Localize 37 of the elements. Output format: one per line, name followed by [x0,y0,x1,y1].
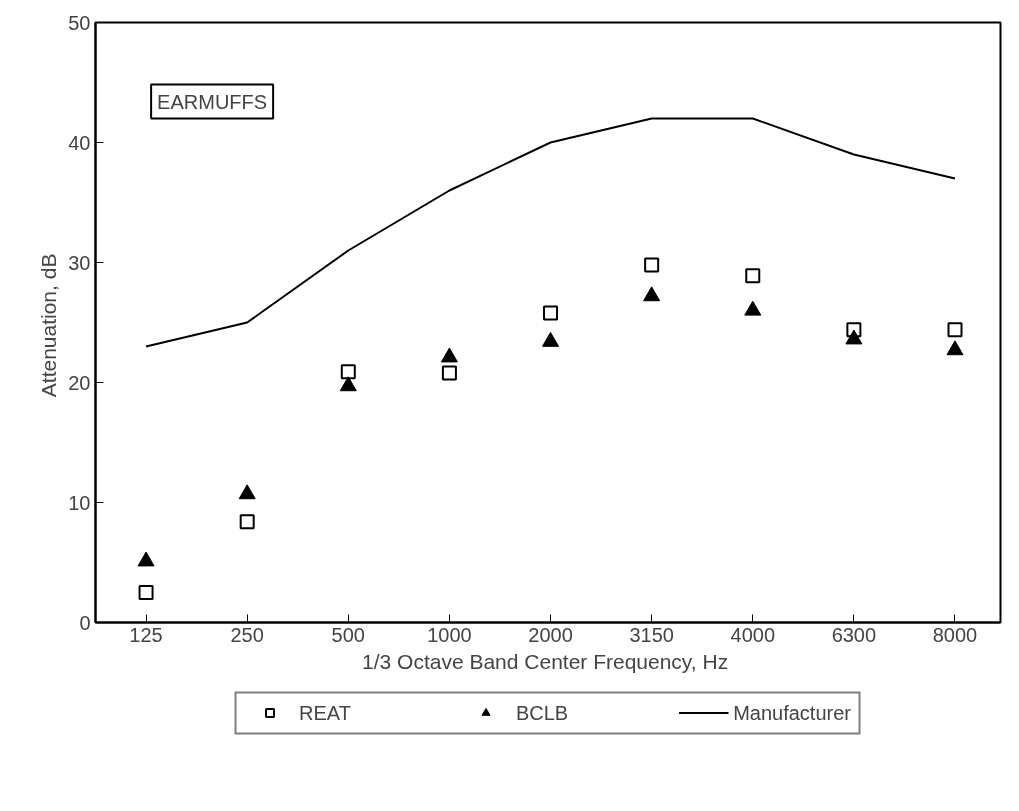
x-tick-label: 1000 [427,623,472,646]
y-tick-label: 40 [68,131,91,154]
point [745,268,761,284]
legend-label: Manufacturer [733,701,851,724]
x-tick-label: 8000 [932,623,978,646]
y-tick-label: 30 [68,251,91,274]
x-tick-label: 3150 [629,623,674,646]
x-tick-label: 250 [230,623,264,646]
point [339,376,357,392]
legend-label: REAT [299,701,351,724]
point [441,365,457,381]
point [440,347,458,363]
x-tick-label: 125 [129,623,163,646]
x-tick-label: 2000 [528,623,573,646]
line-series [145,117,956,348]
point [845,329,863,345]
x-axis-title: 1/3 Octave Band Center Frequency, Hz [362,649,729,673]
point [744,300,762,316]
point [340,364,356,380]
point [644,257,660,273]
point [643,286,661,302]
y-tick-label: 50 [68,11,91,34]
y-axis-title: Attenuation, dB [37,253,61,398]
y-tick-label: 20 [68,371,91,394]
x-tick-label: 500 [331,623,365,646]
x-tick-label: 4000 [730,623,776,646]
point [542,331,560,347]
y-tick-label: 0 [79,611,91,634]
point [543,305,559,321]
legend-label: BCLB [515,701,569,724]
x-tick-label: 6300 [831,623,877,646]
point [238,484,256,500]
annotation: EARMUFFS [157,90,268,113]
point [947,322,963,338]
y-tick-label: 10 [68,491,91,514]
point [946,340,964,356]
point [137,551,155,567]
